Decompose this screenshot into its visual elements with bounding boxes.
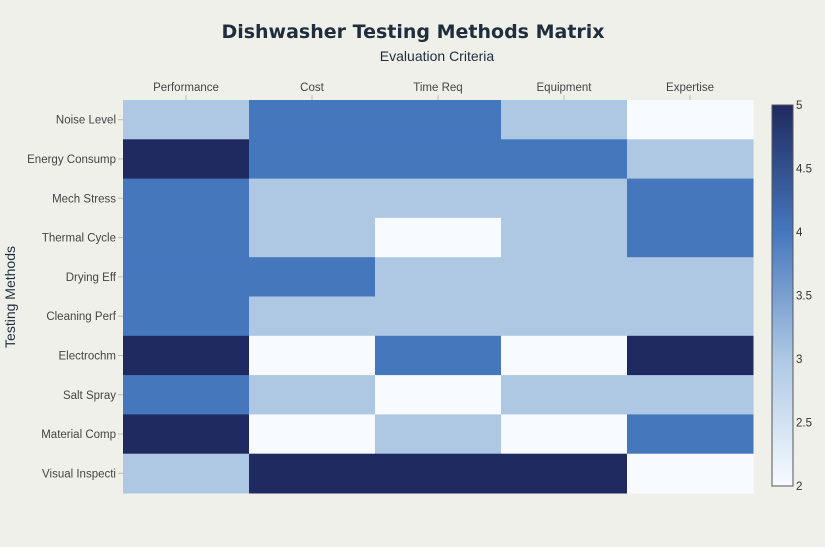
x-tick-labels: Performance Cost Time Req Equipment Expertis…	[153, 82, 714, 100]
heatmap-cell-noise-level-cost	[249, 100, 376, 140]
y-tick-label: Cleaning Perf	[46, 311, 116, 323]
heatmap-cell-material-comp-expertise	[627, 414, 754, 455]
heatmap-cell-cleaning-perf-equipment	[501, 296, 628, 337]
heatmap-cell-material-comp-equipment	[501, 414, 628, 455]
heatmap-cell-noise-level-performance	[123, 100, 250, 140]
heatmap-cell-drying-eff-equipment	[501, 257, 628, 297]
heatmap-cell-cleaning-perf-time-req	[375, 296, 502, 337]
y-tick-label: Visual Inspecti	[42, 468, 116, 480]
colorbar-tick-label: 4.5	[796, 164, 812, 176]
heatmap-cell-electrochm-time-req	[375, 335, 502, 376]
heatmap-cell-electrochm-equipment	[501, 335, 628, 376]
y-axis-title: Testing Methods	[2, 246, 18, 348]
heatmap-cell-mech-stress-time-req	[375, 178, 502, 219]
heatmap-cell-drying-eff-performance	[123, 257, 250, 297]
x-tick-label: Expertise	[666, 82, 714, 94]
heatmap-cell-energy-consump-performance	[123, 139, 250, 180]
colorbar-tick-label: 5	[796, 100, 802, 112]
heatmap-cell-electrochm-cost	[249, 335, 376, 376]
heatmap-cell-mech-stress-expertise	[627, 178, 754, 219]
heatmap-cell-material-comp-performance	[123, 414, 250, 455]
heatmap-cell-salt-spray-time-req	[375, 375, 502, 415]
y-tick-label: Material Comp	[41, 429, 116, 441]
x-tick-label: Cost	[300, 82, 324, 94]
chart-title: Dishwasher Testing Methods Matrix	[221, 21, 604, 43]
heatmap-cell-mech-stress-performance	[123, 178, 250, 219]
heatmap-cell-salt-spray-expertise	[627, 375, 754, 415]
colorbar-gradient	[771, 104, 794, 487]
colorbar-tick-label: 3.5	[796, 291, 812, 303]
x-tick-label: Time Req	[413, 82, 462, 94]
heatmap-cell-energy-consump-time-req	[375, 139, 502, 180]
y-tick-label: Salt Spray	[63, 390, 116, 402]
colorbar-tick-label: 2.5	[796, 418, 812, 430]
heatmap-cell-drying-eff-time-req	[375, 257, 502, 297]
heatmap-cell-mech-stress-equipment	[501, 178, 628, 219]
heatmap-cell-material-comp-cost	[249, 414, 376, 455]
heatmap-cell-material-comp-time-req	[375, 414, 502, 455]
heatmap-cell-thermal-cycle-cost	[249, 217, 376, 258]
heatmap-cell-salt-spray-performance	[123, 375, 250, 415]
y-tick-label: Electrochm	[58, 350, 116, 362]
heatmap-cell-drying-eff-expertise	[627, 257, 754, 297]
y-tick-label: Drying Eff	[66, 272, 117, 284]
heatmap-cell-mech-stress-cost	[249, 178, 376, 219]
heatmap-cell-energy-consump-expertise	[627, 139, 754, 180]
x-axis-title: Evaluation Criteria	[380, 48, 495, 64]
heatmap-cells	[123, 100, 754, 494]
heatmap-cell-salt-spray-equipment	[501, 375, 628, 415]
heatmap-cell-visual-inspecti-time-req	[375, 453, 502, 494]
heatmap-cell-noise-level-equipment	[501, 100, 628, 140]
y-tick-label: Thermal Cycle	[42, 233, 116, 245]
heatmap-cell-electrochm-performance	[123, 335, 250, 376]
heatmap-cell-drying-eff-cost	[249, 257, 376, 297]
y-tick-label: Noise Level	[56, 115, 116, 127]
heatmap-cell-visual-inspecti-cost	[249, 453, 376, 494]
heatmap-cell-noise-level-expertise	[627, 100, 754, 140]
heatmap-cell-cleaning-perf-cost	[249, 296, 376, 337]
x-tick-label: Performance	[153, 82, 219, 94]
y-tick-labels: Noise Level Energy Consump Mech Stress Ther…	[27, 115, 123, 480]
colorbar-tick-label: 3	[796, 354, 802, 366]
heatmap-cell-noise-level-time-req	[375, 100, 502, 140]
heatmap-cell-energy-consump-cost	[249, 139, 376, 180]
heatmap-cell-visual-inspecti-performance	[123, 453, 250, 494]
y-tick-label: Mech Stress	[52, 193, 116, 205]
y-tick-label: Energy Consump	[27, 154, 116, 166]
heatmap-cell-electrochm-expertise	[627, 335, 754, 376]
heatmap-cell-thermal-cycle-time-req	[375, 217, 502, 258]
colorbar-tick-label: 2	[796, 481, 802, 493]
colorbar-tick-label: 4	[796, 227, 803, 239]
heatmap-cell-thermal-cycle-equipment	[501, 217, 628, 258]
heatmap-cell-visual-inspecti-expertise	[627, 453, 754, 494]
heatmap-cell-energy-consump-equipment	[501, 139, 628, 180]
heatmap-cell-visual-inspecti-equipment	[501, 453, 628, 494]
heatmap-cell-cleaning-perf-expertise	[627, 296, 754, 337]
heatmap-cell-thermal-cycle-expertise	[627, 217, 754, 258]
colorbar: 2 2.5 3 3.5 4 4.5 5	[771, 100, 812, 493]
heatmap-cell-thermal-cycle-performance	[123, 217, 250, 258]
heatmap-cell-salt-spray-cost	[249, 375, 376, 415]
heatmap-cell-cleaning-perf-performance	[123, 296, 250, 337]
x-tick-label: Equipment	[537, 82, 593, 94]
